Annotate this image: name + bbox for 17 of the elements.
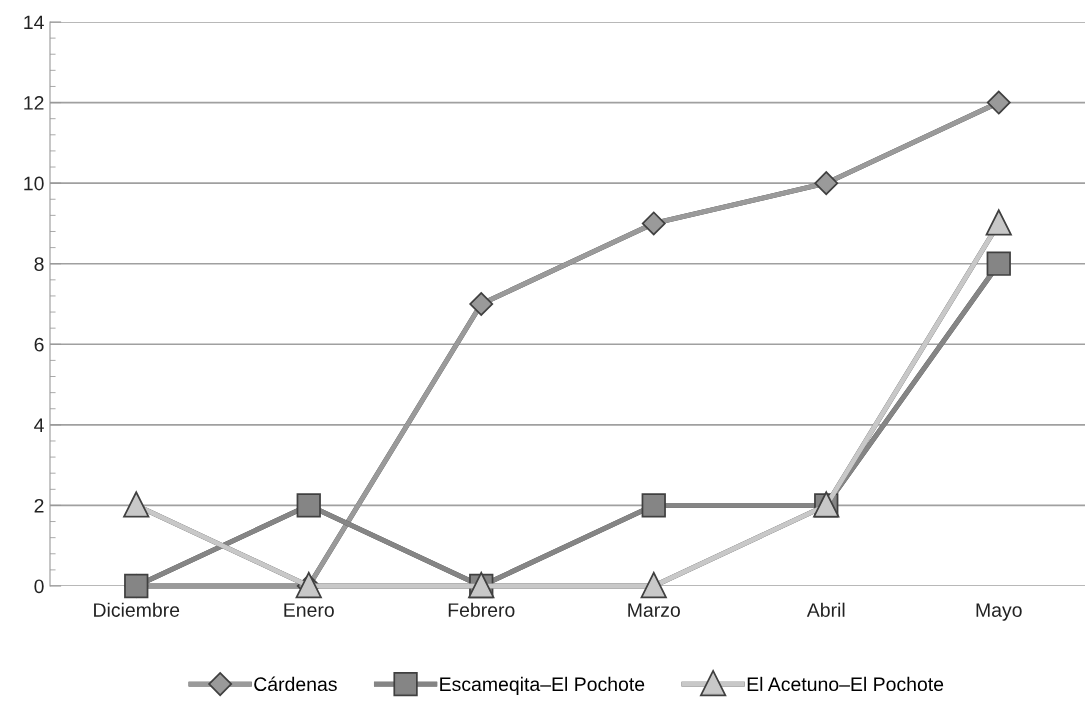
y-tick-label: 14 <box>24 15 44 30</box>
y-tick-label: 8 <box>34 257 44 271</box>
x-tick-label: Marzo <box>628 603 680 617</box>
x-tick-label: Febrero <box>448 602 515 617</box>
y-tick-label: 2 <box>34 498 44 513</box>
y-tick-label: 12 <box>24 96 44 110</box>
legend-label: El Acetuno–El Pochote <box>747 676 944 692</box>
x-tick-label: Mayo <box>976 603 1022 621</box>
y-tick-label: 4 <box>34 418 44 432</box>
x-tick-label: Abril <box>806 602 845 617</box>
y-tick-label: 6 <box>34 337 44 352</box>
x-tick-label: Diciembre <box>94 602 180 617</box>
legend-label: Escameqita–El Pochote <box>440 676 645 695</box>
y-tick-label: 10 <box>24 176 44 191</box>
legend-label: Cárdenas <box>254 676 337 692</box>
y-tick-label: 0 <box>34 579 44 594</box>
x-tick-label: Enero <box>284 603 334 617</box>
